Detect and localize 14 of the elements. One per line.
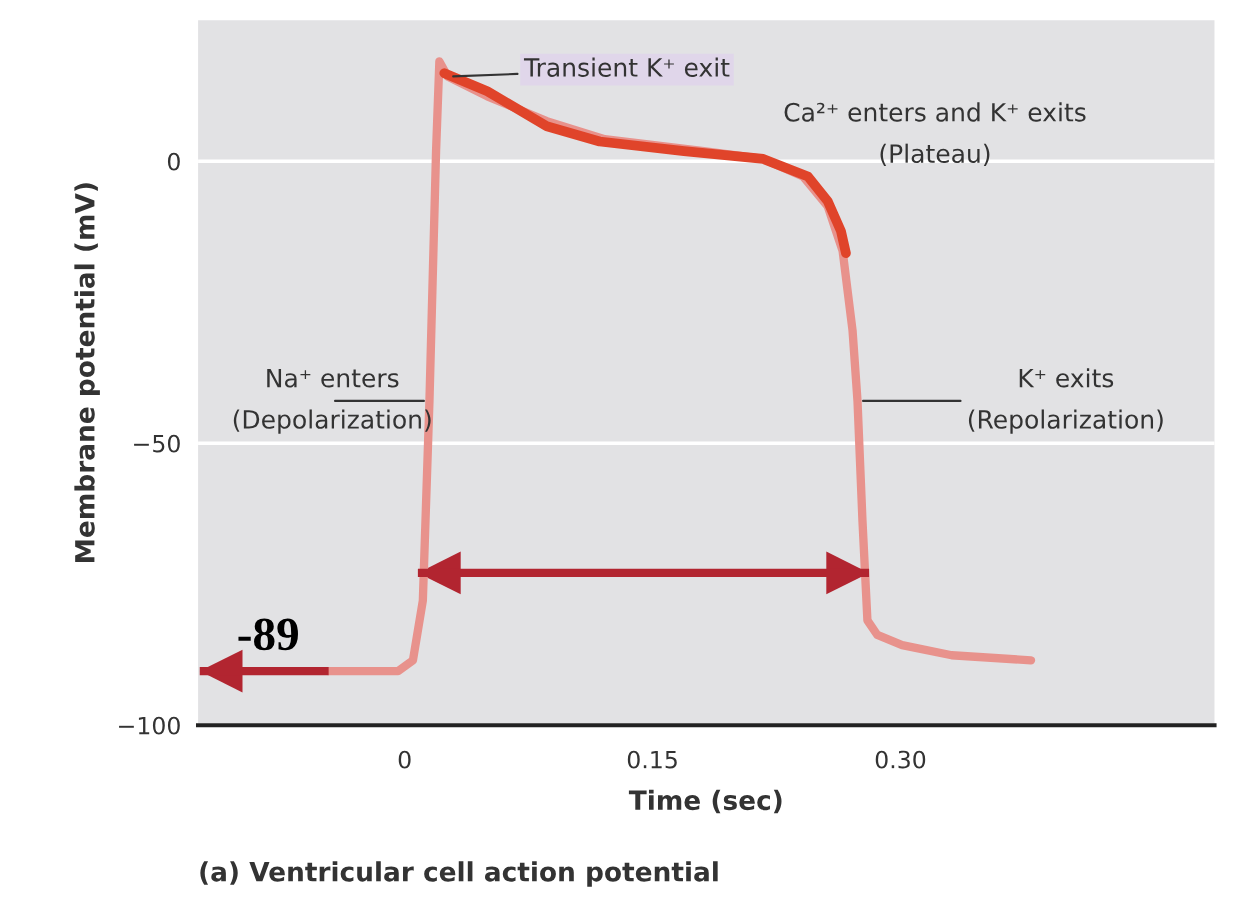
annotation: K⁺ exits (Repolarization): [968, 368, 1163, 434]
y-tick-label: 0: [167, 152, 180, 171]
x-tick-label: 0.30: [875, 750, 926, 769]
annotation: Na⁺ enters (Depolarization): [233, 368, 431, 434]
x-axis-title: Time (sec): [628, 789, 782, 814]
annotation: Transient K⁺ exit: [523, 57, 730, 77]
x-tick-label: 0.15: [627, 750, 677, 769]
text: (a) Ventricular cell action potential: [200, 861, 718, 887]
x-tick-label: 0: [398, 750, 411, 769]
y-axis-title: Membrane potential (mV): [74, 183, 100, 562]
y-tick-label: −50: [134, 434, 180, 453]
annotation: Ca²⁺ enters and K⁺ exits (Plateau): [784, 102, 1086, 166]
y-tick-label: −100: [119, 716, 180, 735]
annotation: -89: [238, 618, 298, 651]
